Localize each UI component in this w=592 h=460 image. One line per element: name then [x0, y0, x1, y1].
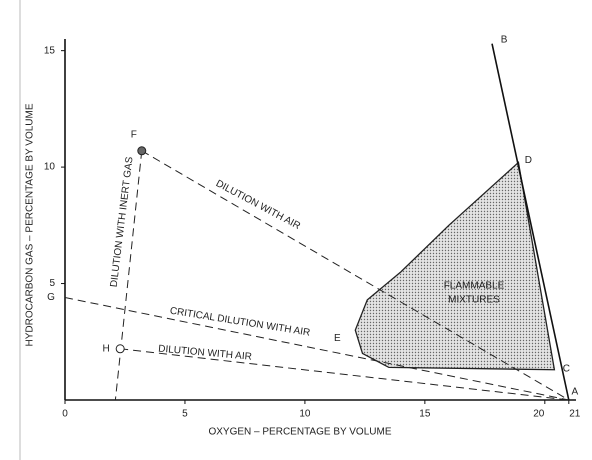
point-label: G [47, 292, 55, 303]
point-label: C [563, 363, 570, 374]
line [120, 348, 569, 401]
annotation: DILUTION WITH AIR [214, 178, 302, 232]
annotation: DILUTION WITH AIR [158, 344, 253, 363]
annotation: FLAMMABLE [444, 281, 505, 292]
x-tick-label: 10 [299, 409, 311, 420]
point-marker [137, 146, 147, 156]
point-label: H [103, 343, 110, 354]
line [491, 43, 570, 401]
x-tick-label: 5 [182, 409, 188, 420]
annotation: MIXTURES [448, 295, 500, 306]
flammable-region [354, 161, 556, 371]
y-tick-label: 15 [44, 45, 56, 56]
y-tick-label: 10 [44, 162, 56, 173]
x-tick-label: 20 [533, 409, 545, 420]
point-marker [115, 344, 125, 354]
x-tick-label: 21 [569, 409, 581, 420]
line [141, 150, 570, 401]
point-label: B [501, 34, 508, 45]
point-label: E [334, 333, 341, 344]
x-axis-label: OXYGEN – PERCENTAGE BY VOLUME [208, 427, 391, 438]
point-label: A [571, 387, 578, 398]
annotation: CRITICAL DILUTION WITH AIR [169, 306, 311, 339]
point-label: D [525, 155, 532, 166]
annotation: DILUTION WITH INERT GAS [109, 156, 136, 288]
line [114, 150, 143, 401]
x-tick-label: 0 [62, 409, 68, 420]
y-tick-label: 5 [49, 278, 55, 289]
point-label: F [131, 129, 137, 140]
x-tick-label: 15 [419, 409, 431, 420]
y-axis-label: HYDROCARBON GAS – PERCENTAGE BY VOLUME [25, 103, 36, 346]
line [64, 297, 569, 401]
